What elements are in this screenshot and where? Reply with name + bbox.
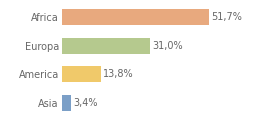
Text: 13,8%: 13,8% bbox=[103, 69, 134, 79]
Text: 31,0%: 31,0% bbox=[152, 41, 183, 51]
Bar bbox=[62, 66, 101, 82]
Text: 51,7%: 51,7% bbox=[211, 12, 242, 22]
Bar bbox=[62, 38, 150, 54]
Bar bbox=[62, 95, 71, 111]
Text: 3,4%: 3,4% bbox=[74, 98, 98, 108]
Bar bbox=[62, 9, 209, 25]
